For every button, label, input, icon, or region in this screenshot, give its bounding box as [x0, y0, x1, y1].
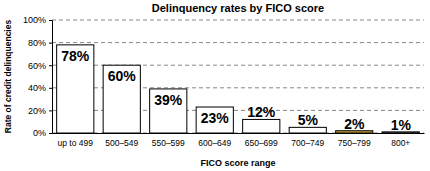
bar — [57, 45, 94, 133]
bar — [150, 89, 187, 133]
x-tick-label: 750–799 — [338, 138, 371, 148]
x-axis-title: FICO score range — [200, 158, 275, 168]
x-axis: up to 499 500–549 550–599 600–649 650–699 700… — [53, 133, 425, 148]
y-tick-label: 100% — [23, 15, 46, 25]
y-axis: 0% 20% 40% 60% 80% 100% — [23, 15, 53, 138]
x-tick-label: 650–699 — [245, 138, 278, 148]
y-tick-mark — [49, 43, 52, 44]
data-label: 5% — [298, 112, 319, 128]
x-tick-label: 600–649 — [198, 138, 231, 148]
chart: 0% 20% 40% 60% 80% 100% up to 499 500–549 550–59… — [0, 0, 430, 171]
x-tick: 500–549 — [105, 133, 138, 148]
x-tick: 800+ — [391, 133, 410, 148]
y-tick-label: 60% — [28, 61, 46, 71]
x-tick: 600–649 — [198, 133, 231, 148]
bar — [196, 107, 233, 133]
data-label: 1% — [391, 117, 412, 133]
grid-line — [52, 42, 424, 43]
x-axis-line — [53, 133, 425, 134]
y-tick-mark — [49, 88, 52, 89]
y-tick-label: 20% — [28, 106, 46, 116]
x-tick-label: 700–749 — [291, 138, 324, 148]
data-label: 2% — [344, 116, 365, 132]
y-tick: 60% — [28, 61, 52, 71]
x-tick-label: 500–549 — [105, 138, 138, 148]
plot: 0% 20% 40% 60% 80% 100% up to 499 500–549 550–59… — [23, 15, 425, 148]
data-labels: 78% 60% 39% 23% 12% 5% 2% 1% — [61, 48, 411, 133]
grid-line — [52, 20, 424, 21]
x-tick-label: 800+ — [391, 138, 410, 148]
y-tick-label: 40% — [28, 83, 46, 93]
y-tick: 20% — [28, 106, 52, 116]
x-tick: 700–749 — [291, 133, 324, 148]
y-tick: 100% — [23, 15, 52, 25]
x-tick: 550–599 — [152, 133, 185, 148]
y-tick: 40% — [28, 83, 52, 93]
data-label: 12% — [247, 104, 276, 120]
x-tick: 650–699 — [245, 133, 278, 148]
bar — [243, 119, 280, 133]
y-tick-mark — [49, 110, 52, 111]
grid — [52, 20, 424, 133]
y-tick-mark — [49, 20, 52, 21]
bars — [57, 45, 420, 133]
y-axis-line — [49, 21, 53, 134]
y-tick-label: 0% — [33, 128, 46, 138]
data-label: 39% — [154, 92, 183, 108]
y-tick-label: 80% — [28, 38, 46, 48]
y-tick: 80% — [28, 38, 52, 48]
title: Delinquency rates by FICO score — [152, 2, 324, 14]
x-tick-label: 550–599 — [152, 138, 185, 148]
data-label: 78% — [61, 48, 90, 64]
y-axis-title: Rate of credit delinquencies — [3, 20, 13, 134]
y-tick: 0% — [33, 128, 52, 138]
bar — [103, 65, 140, 133]
x-tick: 750–799 — [338, 133, 371, 148]
x-tick-label: up to 499 — [58, 138, 94, 148]
data-label: 60% — [108, 68, 137, 84]
x-tick: up to 499 — [58, 133, 94, 148]
data-label: 23% — [201, 110, 230, 126]
y-tick-mark — [49, 133, 52, 134]
y-tick-mark — [49, 65, 52, 66]
